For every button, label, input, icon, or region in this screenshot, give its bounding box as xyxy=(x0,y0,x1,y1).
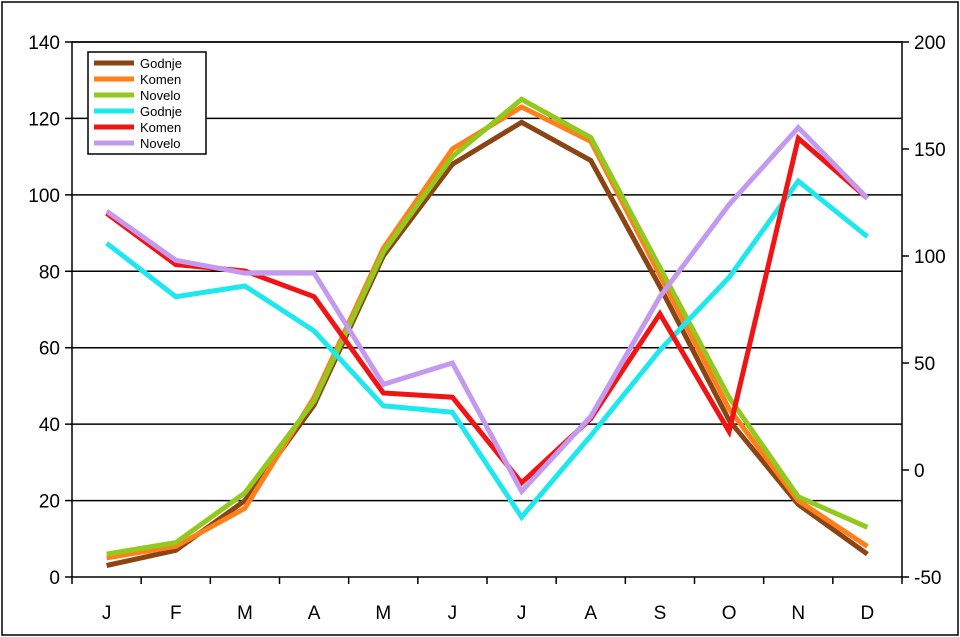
legend-label: Novelo xyxy=(140,136,180,151)
left-axis-tick-label: 80 xyxy=(39,262,60,283)
left-axis-tick-label: 0 xyxy=(49,568,60,589)
right-axis-tick-label: 150 xyxy=(914,140,946,161)
legend-label: Godnje xyxy=(140,104,182,119)
right-axis-tick-label: 0 xyxy=(914,461,925,482)
x-axis-tick-label: A xyxy=(584,603,597,624)
legend-label: Godnje xyxy=(140,56,182,71)
x-axis-tick-label: N xyxy=(791,603,805,624)
left-axis-tick-label: 40 xyxy=(39,415,60,436)
x-axis-tick-label: M xyxy=(375,603,391,624)
series-line-3 xyxy=(106,96,869,557)
series-lines xyxy=(105,96,870,568)
x-axis-tick-label: S xyxy=(654,603,667,624)
x-axis-tick-label: D xyxy=(861,603,875,624)
axes: 0 20 40 60 80 100 120 140 -50 0 50 100 150 200 J F M A M J J… xyxy=(28,33,945,624)
legend-label: Komen xyxy=(140,120,181,135)
left-axis-tick-label: 60 xyxy=(39,339,60,360)
right-axis-tick-label: 50 xyxy=(914,354,935,375)
series-line-4 xyxy=(105,177,869,522)
legend-box xyxy=(87,51,207,155)
x-axis-tick-label: F xyxy=(170,603,182,624)
left-axis-tick-label: 20 xyxy=(39,492,60,513)
gridlines xyxy=(72,41,902,502)
series-line-6 xyxy=(105,123,870,496)
x-axis-tick-label: J xyxy=(517,603,527,624)
left-axis-tick-label: 100 xyxy=(28,186,60,207)
x-axis-tick-label: O xyxy=(722,603,737,624)
right-axis-tick-label: 200 xyxy=(914,33,946,54)
x-axis-tick-label: J xyxy=(102,603,112,624)
x-axis-tick-label: J xyxy=(448,603,458,624)
x-axis-tick-label: M xyxy=(237,603,253,624)
legend-label: Novelo xyxy=(140,88,180,103)
left-axis-tick-label: 140 xyxy=(28,33,60,54)
left-axis-tick-label: 120 xyxy=(28,109,60,130)
legend-label: Komen xyxy=(140,72,181,87)
x-axis-tick-label: A xyxy=(308,603,321,624)
series-line-1 xyxy=(106,119,869,568)
right-axis-tick-label: -50 xyxy=(914,568,941,589)
right-axis-tick-label: 100 xyxy=(914,247,946,268)
